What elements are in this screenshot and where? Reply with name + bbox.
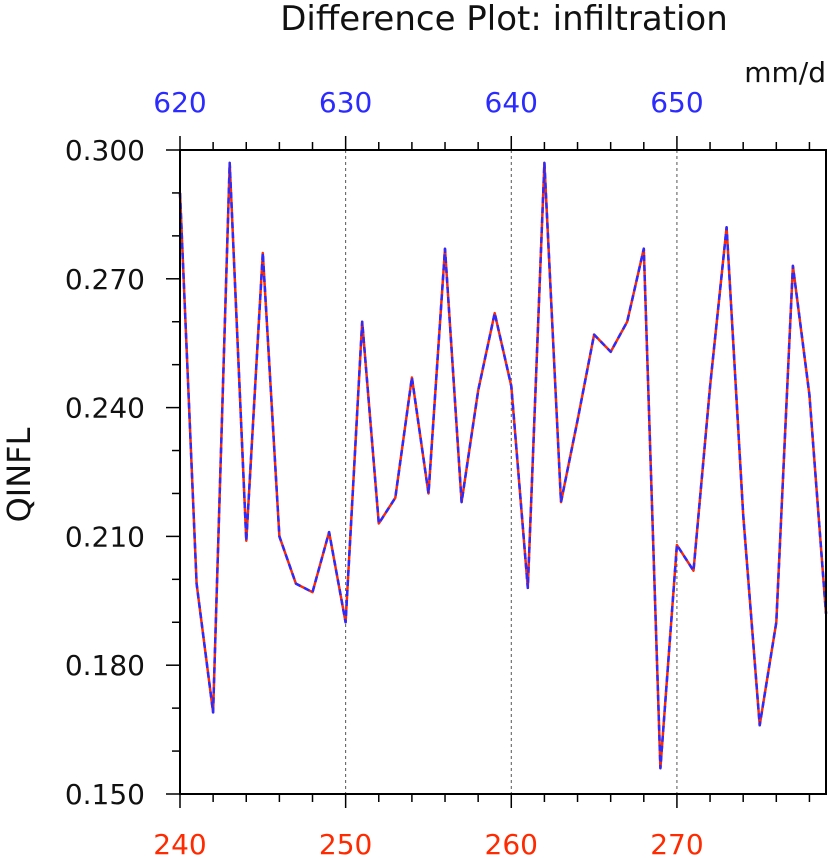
grid-lines [345, 150, 678, 794]
y-tick-label: 0.300 [65, 134, 145, 167]
y-tick-label: 0.210 [65, 520, 145, 553]
x-tick-label-top: 640 [485, 86, 538, 119]
x-tick-label-bottom: 260 [485, 828, 538, 858]
y-axis-label: QINFL [0, 427, 38, 522]
x-tick-label-top: 620 [153, 86, 206, 119]
y-tick-label: 0.270 [65, 263, 145, 296]
x-tick-label-bottom: 250 [319, 828, 372, 858]
y-tick-label: 0.240 [65, 392, 145, 425]
units-label: mm/d [744, 56, 826, 89]
series-layer [178, 161, 828, 770]
x-tick-label-bottom: 270 [650, 828, 703, 858]
x-tick-label-bottom: 240 [153, 828, 206, 858]
y-tick-label: 0.180 [65, 649, 145, 682]
x-tick-label-top: 650 [650, 86, 703, 119]
x-tick-label-top: 630 [319, 86, 372, 119]
axis-layer: 240 250 260 270 620 630 640 650 0.150 0.180 0.210 0… [65, 86, 827, 858]
plot-frame [179, 149, 827, 795]
chart-title: Difference Plot: infiltration [280, 0, 728, 39]
series-line-blue [178, 161, 828, 770]
y-tick-label: 0.150 [65, 778, 145, 811]
series-line-red [178, 161, 828, 770]
